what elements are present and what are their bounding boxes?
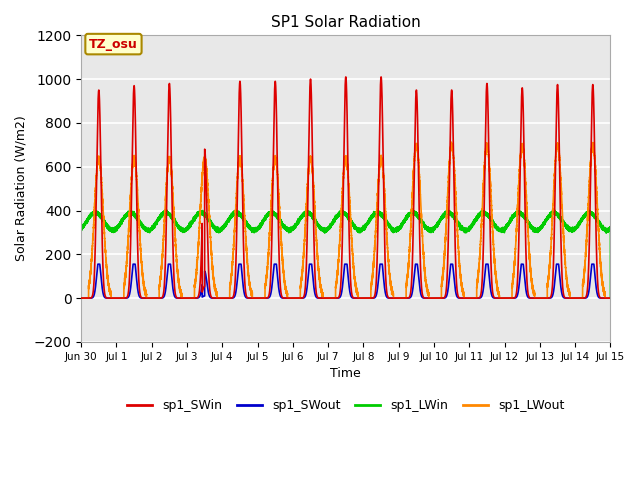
Title: SP1 Solar Radiation: SP1 Solar Radiation <box>271 15 420 30</box>
Y-axis label: Solar Radiation (W/m2): Solar Radiation (W/m2) <box>15 116 28 262</box>
Text: TZ_osu: TZ_osu <box>89 37 138 50</box>
X-axis label: Time: Time <box>330 367 361 380</box>
Legend: sp1_SWin, sp1_SWout, sp1_LWin, sp1_LWout: sp1_SWin, sp1_SWout, sp1_LWin, sp1_LWout <box>122 394 570 417</box>
